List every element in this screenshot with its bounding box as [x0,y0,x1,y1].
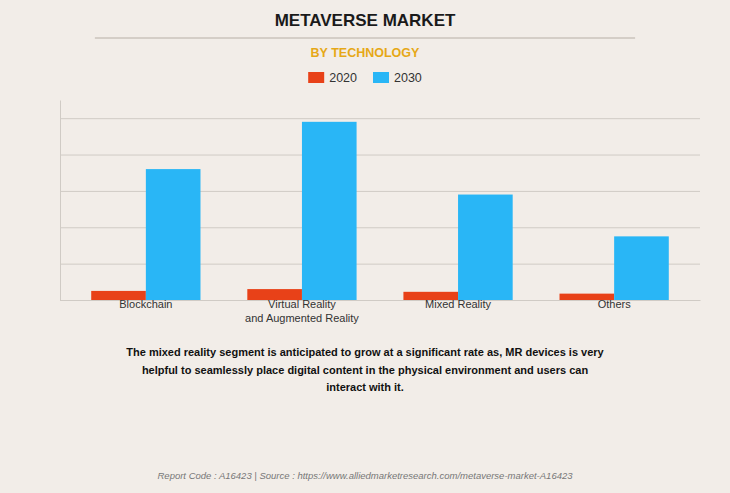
text-line: and Augmented Reality [245,312,359,324]
text-line: Others [598,298,632,310]
title-rule [95,38,635,39]
x-tick-label: Mixed Reality [425,298,492,310]
background [0,0,730,493]
footer: Report Code : A16423 | Source : https://… [157,470,573,481]
title: METAVERSE MARKET [275,11,456,30]
legend-swatch [308,72,324,83]
annotation: The mixed reality segment is anticipated… [126,346,604,393]
legend-item: 2030 [373,71,422,85]
grid-line [60,118,700,119]
text-line: Mixed Reality [425,298,492,310]
x-tick: Blockchain [119,298,172,310]
bar [614,236,669,300]
x-tick: Others [598,298,632,310]
x-tick: Virtual Reality and Augmented Reality [245,298,359,324]
y-axis [60,101,700,301]
y-tick [60,155,700,156]
subtitle: BY TECHNOLOGY [311,46,420,60]
chart: METAVERSE MARKET BY TECHNOLOGY 2020 2030 Blo… [0,0,730,493]
y-axis-line [60,101,61,301]
text-line: Blockchain [119,298,172,310]
bars [91,122,669,300]
text-line: Virtual Reality [268,298,336,310]
legend-item: 2020 [308,71,357,85]
x-tick: Mixed Reality [425,298,492,310]
plot: Blockchain Virtual Reality and Augmented R… [60,101,701,325]
y-tick [60,118,700,119]
bar [302,122,357,300]
grid-line [60,155,700,156]
text-line: The mixed reality segment is anticipated… [126,346,604,358]
legend: 2020 2030 [308,71,422,85]
bar [458,195,513,300]
x-tick-label: Virtual Reality and Augmented Reality [245,298,359,324]
bar [146,169,201,300]
x-tick-label: Others [598,298,632,310]
legend-swatch [373,72,389,83]
legend-label: 2020 [329,71,357,85]
text-line: interact with it. [326,381,404,393]
x-tick-label: Blockchain [119,298,172,310]
text-line: helpful to seamlessly place digital cont… [142,364,589,376]
legend-label: 2030 [394,71,422,85]
x-axis: Blockchain Virtual Reality and Augmented R… [61,298,701,324]
